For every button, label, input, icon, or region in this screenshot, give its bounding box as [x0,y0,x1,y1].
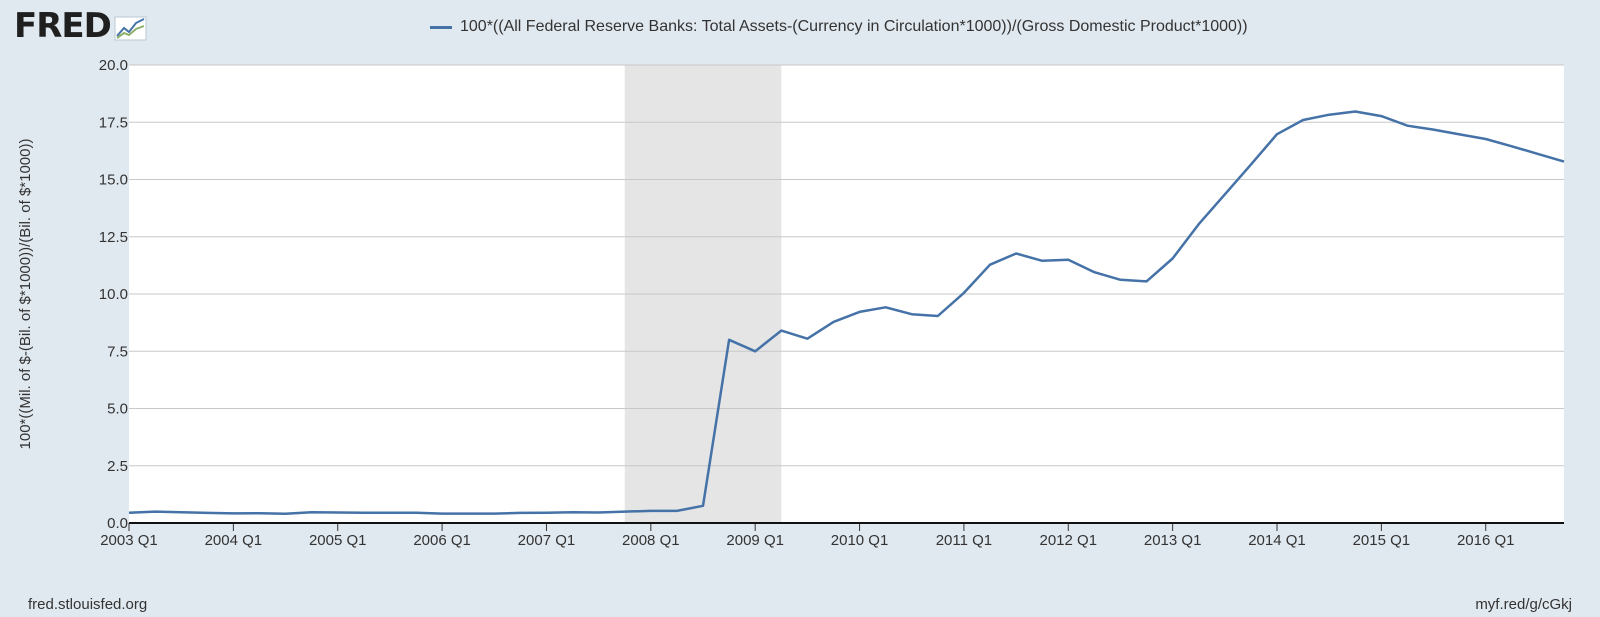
legend-swatch [430,25,452,29]
fred-logo[interactable]: FRED [14,6,148,46]
x-tick-label: 2007 Q1 [518,532,576,549]
y-axis-ticks: 0.0 2.5 5.0 7.5 10.0 12.5 15.0 17.5 20.0 [99,57,128,532]
y-tick-label: 17.5 [99,114,128,131]
gridlines [129,64,1564,467]
x-tick-label: 2008 Q1 [622,532,680,549]
source-link[interactable]: fred.stlouisfed.org [28,596,148,613]
logo-text: FRED [14,6,112,46]
x-tick-label: 2010 Q1 [831,532,889,549]
series-line[interactable] [128,110,1565,516]
y-tick-label: 12.5 [99,229,128,246]
x-tick-label: 2012 Q1 [1039,532,1097,549]
y-tick-label: 2.5 [107,458,128,475]
x-tick-label: 2015 Q1 [1353,532,1411,549]
y-tick-label: 15.0 [99,172,128,189]
x-tick-label: 2005 Q1 [309,532,367,549]
x-axis-ticks: 2003 Q1 2004 Q1 2005 Q1 2006 Q1 2007 Q1 2008 … [100,523,1515,549]
x-tick-label: 2006 Q1 [413,532,471,549]
chart: 0.0 2.5 5.0 7.5 10.0 12.5 15.0 17.5 20.0 2003 Q1… [17,57,1565,549]
y-axis-label: 100*((Mil. of $-(Bil. of $*1000))/(Bil. … [17,139,34,450]
x-tick-label: 2009 Q1 [726,532,784,549]
x-tick-label: 2016 Q1 [1457,532,1515,549]
x-tick-label: 2013 Q1 [1144,532,1202,549]
x-tick-label: 2004 Q1 [205,532,263,549]
y-tick-label: 5.0 [107,401,128,418]
legend-label: 100*((All Federal Reserve Banks: Total A… [460,18,1248,35]
x-tick-label: 2011 Q1 [936,532,992,549]
chart-legend[interactable]: 100*((All Federal Reserve Banks: Total A… [430,18,1248,36]
x-tick-label: 2003 Q1 [100,532,158,549]
y-tick-label: 20.0 [99,57,128,74]
y-tick-label: 7.5 [107,343,128,360]
y-tick-label: 10.0 [99,286,128,303]
short-link[interactable]: myf.red/g/cGkj [1475,596,1572,613]
trend-line-icon [114,16,147,41]
y-tick-label: 0.0 [107,515,128,532]
x-tick-label: 2014 Q1 [1248,532,1306,549]
